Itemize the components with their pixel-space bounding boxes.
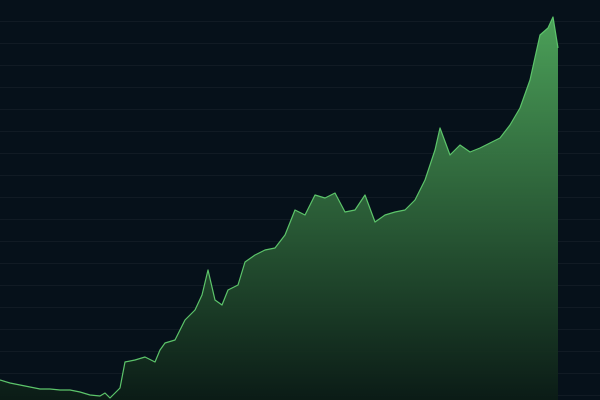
area-fill — [0, 17, 558, 400]
area-line — [0, 16, 559, 399]
